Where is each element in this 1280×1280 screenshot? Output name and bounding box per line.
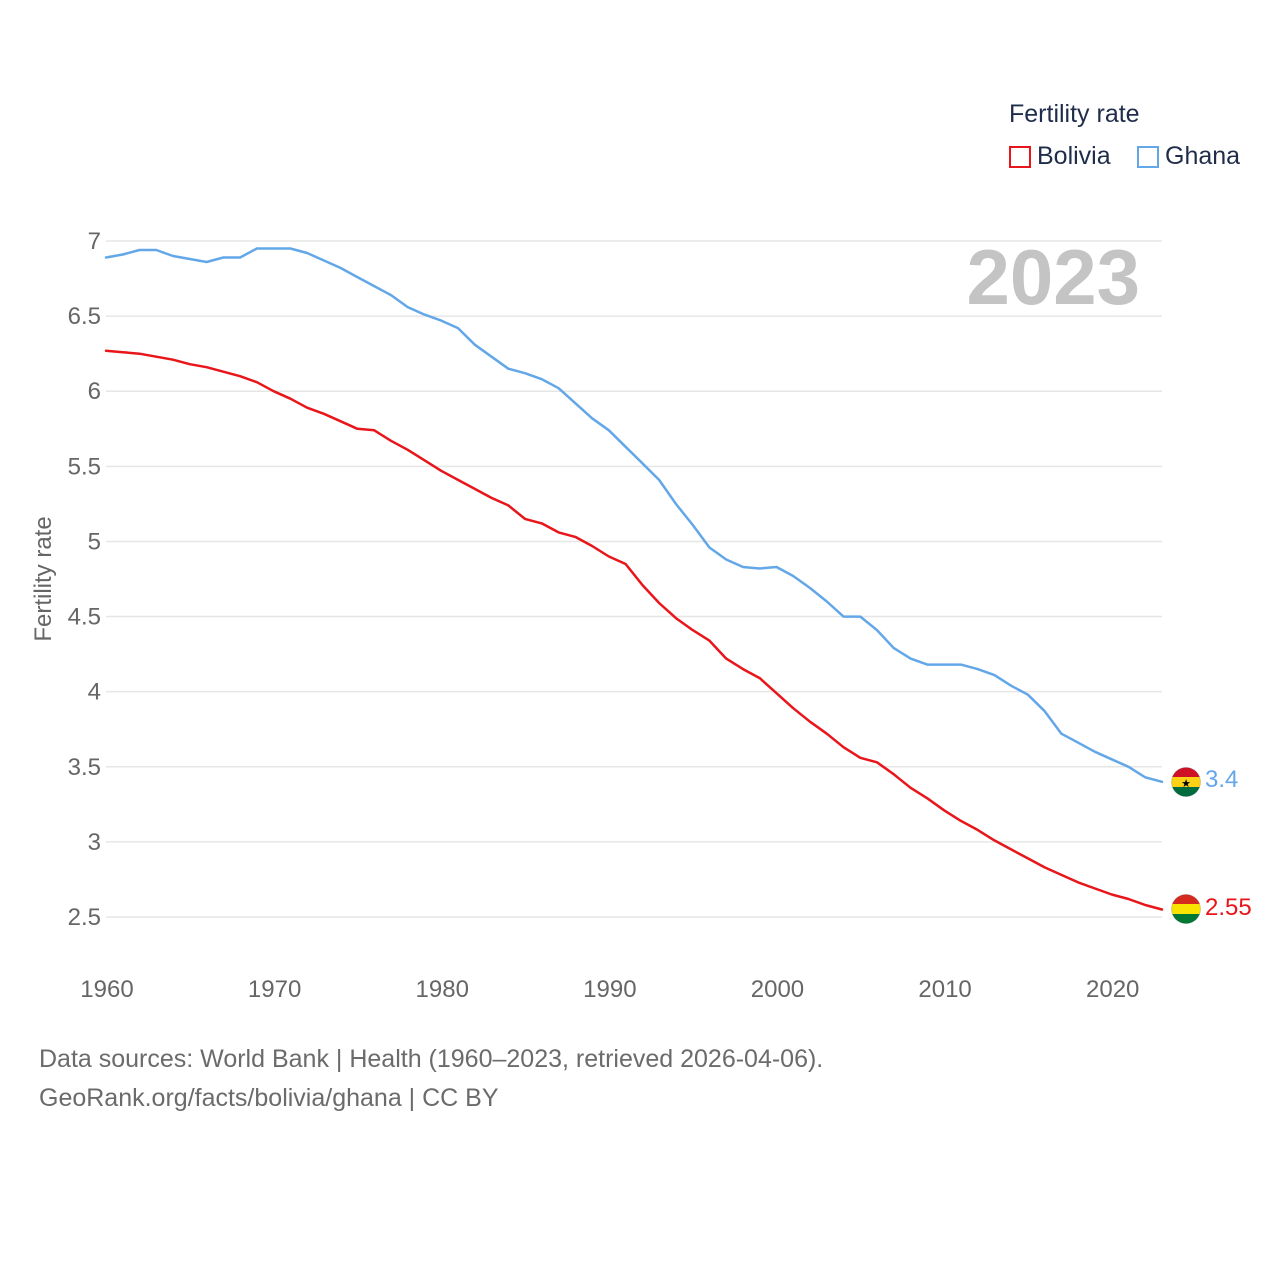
legend-item-bolivia[interactable]: Bolivia bbox=[1009, 142, 1111, 171]
y-axis-ticks: 2.5 3 3.5 4 4.5 5 5.5 6 6.5 7 bbox=[68, 228, 101, 931]
year-label: 2023 bbox=[966, 233, 1140, 321]
bolivia-flag-icon bbox=[1171, 894, 1201, 924]
y-tick-label: 5 bbox=[88, 528, 101, 555]
y-tick-label: 6.5 bbox=[68, 303, 101, 330]
x-tick-label: 2010 bbox=[918, 976, 971, 1003]
y-tick-label: 2.5 bbox=[68, 904, 101, 931]
legend-item-ghana[interactable]: Ghana bbox=[1137, 142, 1240, 171]
ghana-flag-icon: ★ bbox=[1171, 767, 1201, 797]
y-tick-label: 4.5 bbox=[68, 604, 101, 631]
x-tick-label: 2020 bbox=[1086, 976, 1139, 1003]
legend-label-ghana: Ghana bbox=[1165, 142, 1241, 170]
x-tick-label: 1990 bbox=[583, 976, 636, 1003]
y-tick-label: 6 bbox=[88, 378, 101, 405]
y-tick-label: 3 bbox=[88, 829, 101, 856]
legend-label-bolivia: Bolivia bbox=[1037, 142, 1111, 170]
svg-text:★: ★ bbox=[1181, 778, 1191, 790]
y-tick-label: 3.5 bbox=[68, 754, 101, 781]
x-tick-label: 2000 bbox=[751, 976, 804, 1003]
ghana-end-value: 3.4 bbox=[1205, 766, 1238, 793]
footer-sources: Data sources: World Bank | Health (1960–… bbox=[39, 1045, 824, 1073]
x-axis-ticks: 1960 1970 1980 1990 2000 2010 2020 bbox=[80, 976, 1139, 1003]
legend-swatch-ghana bbox=[1137, 145, 1159, 168]
bolivia-end-value: 2.55 bbox=[1205, 894, 1252, 921]
footer-link[interactable]: GeoRank.org/facts/bolivia/ghana | CC BY bbox=[39, 1084, 499, 1112]
y-tick-label: 7 bbox=[88, 228, 101, 255]
legend-title: Fertility rate bbox=[1009, 100, 1140, 128]
x-tick-label: 1970 bbox=[248, 976, 301, 1003]
series-line-ghana bbox=[104, 247, 1164, 784]
x-tick-label: 1960 bbox=[80, 976, 133, 1003]
y-tick-label: 4 bbox=[88, 679, 101, 706]
legend-swatch-bolivia bbox=[1009, 145, 1031, 168]
gridlines bbox=[106, 240, 1162, 918]
x-tick-label: 1980 bbox=[416, 976, 469, 1003]
y-tick-label: 5.5 bbox=[68, 453, 101, 480]
series-line-bolivia bbox=[104, 349, 1164, 911]
series-lines bbox=[104, 247, 1164, 911]
y-axis-title: Fertility rate bbox=[30, 516, 57, 641]
